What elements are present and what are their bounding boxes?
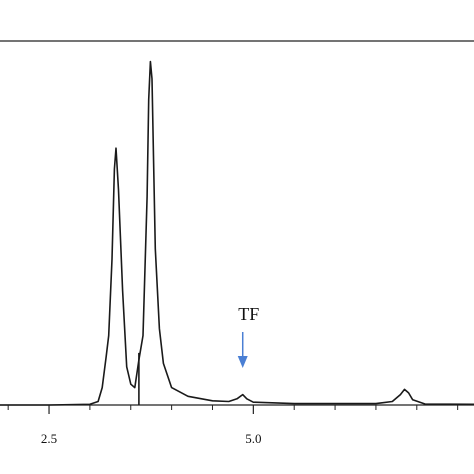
x-minor-ticks: [7, 405, 459, 410]
x-tick-labels: 2.5 5.0: [41, 431, 262, 446]
annotation-label-0: TF: [238, 304, 259, 324]
series-line-0: [0, 60, 474, 406]
annotation-group: TF: [237, 304, 259, 368]
series-group: [0, 60, 474, 406]
annotation-arrow-head-0: [237, 356, 248, 368]
x-major-ticks: [48, 405, 254, 414]
x-tick-label-0: 2.5: [41, 431, 57, 446]
x-tick-label-1: 5.0: [245, 431, 261, 446]
